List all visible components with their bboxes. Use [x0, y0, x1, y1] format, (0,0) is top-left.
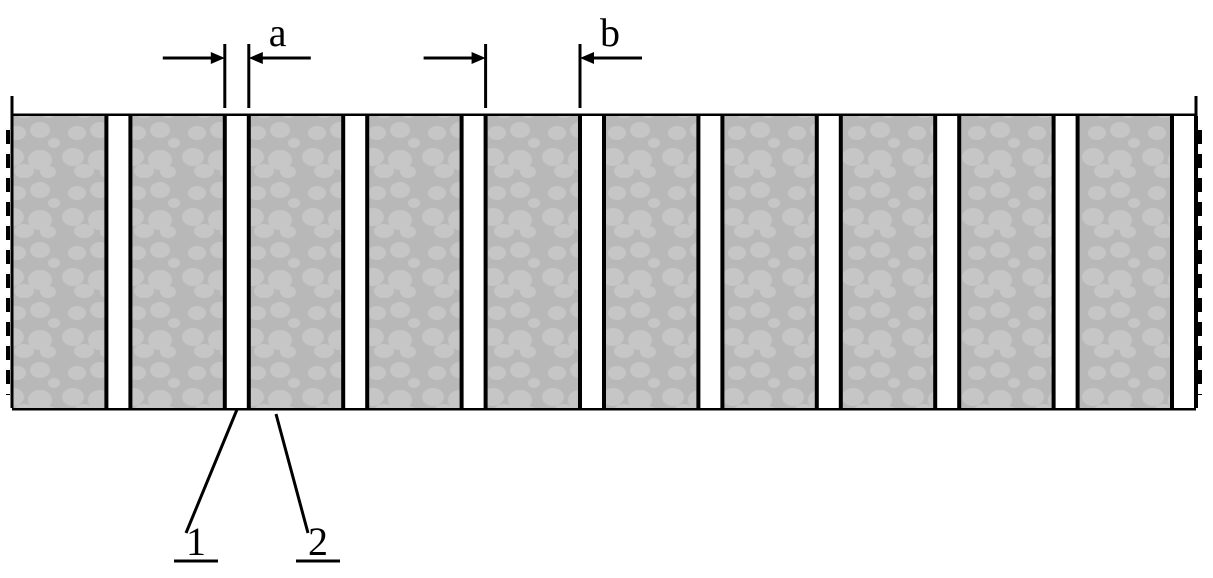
- wide-segment: [249, 116, 343, 408]
- narrow-segment: [817, 116, 841, 408]
- wide-segment: [12, 116, 106, 408]
- wide-segment: [486, 116, 580, 408]
- dim-a-label: a: [269, 10, 287, 55]
- leader-1-leader-line: [186, 410, 237, 533]
- narrow-segment: [106, 116, 130, 408]
- leader-2-label: 2: [308, 519, 328, 564]
- wide-segment: [959, 116, 1053, 408]
- narrow-segment: [462, 116, 486, 408]
- wide-segment: [130, 116, 224, 408]
- dim-b-label: b: [600, 10, 620, 55]
- wide-segment: [367, 116, 461, 408]
- narrow-segment: [1172, 116, 1196, 408]
- wide-segment: [604, 116, 698, 408]
- narrow-segment: [225, 116, 249, 408]
- leader-1-label: 1: [186, 519, 206, 564]
- narrow-segment: [935, 116, 959, 408]
- wide-segment: [1078, 116, 1172, 408]
- leader-2-leader-line: [276, 414, 308, 533]
- narrow-segment: [580, 116, 604, 408]
- narrow-segment: [343, 116, 367, 408]
- wide-segment: [722, 116, 816, 408]
- narrow-segment: [1054, 116, 1078, 408]
- diagram-canvas: a b 1 2: [0, 0, 1213, 578]
- narrow-segment: [698, 116, 722, 408]
- wide-segment: [841, 116, 935, 408]
